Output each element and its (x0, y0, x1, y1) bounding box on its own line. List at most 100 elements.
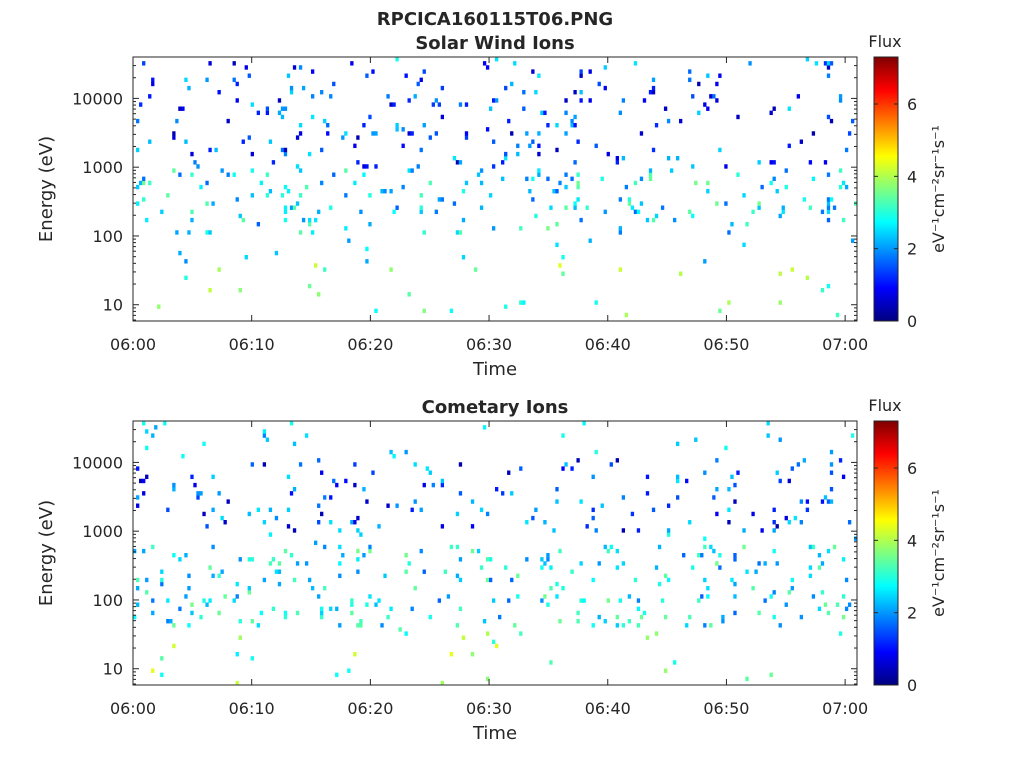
heatmap-cell (247, 586, 251, 591)
heatmap-cell (790, 577, 794, 583)
heatmap-cell (292, 65, 297, 70)
heatmap-cell (615, 160, 619, 165)
heatmap-cell (781, 209, 785, 215)
heatmap-cell (757, 610, 761, 616)
heatmap-cell (211, 201, 215, 206)
heatmap-cell (627, 619, 632, 624)
heatmap-cell (145, 474, 149, 480)
heatmap-cell (304, 433, 309, 438)
heatmap-cell (685, 623, 689, 628)
heatmap-cell (576, 458, 580, 463)
heatmap-cell (332, 172, 336, 177)
heatmap-cell (633, 209, 638, 215)
heatmap-cell (464, 135, 469, 140)
heatmap-cell (724, 164, 728, 169)
heatmap-cell (748, 61, 752, 66)
heatmap-cell (579, 217, 583, 223)
heatmap-cell (151, 610, 155, 616)
heatmap-cell (404, 73, 408, 78)
heatmap-cell (404, 631, 408, 636)
heatmap-cell (555, 594, 559, 599)
heatmap-cell (546, 553, 550, 558)
heatmap-cell (630, 511, 635, 517)
heatmap-cell (709, 94, 713, 99)
heatmap-cell (193, 482, 197, 488)
heatmap-cell (826, 65, 831, 70)
heatmap-cell (546, 602, 550, 607)
heatmap-cell (283, 184, 288, 190)
heatmap-cell (564, 98, 568, 103)
heatmap-cell (289, 421, 294, 426)
heatmap-cell (594, 143, 598, 149)
heatmap-cell (368, 222, 372, 227)
heatmap-cell (301, 217, 306, 223)
heatmap-cell (778, 271, 782, 276)
heatmap-cell (516, 151, 520, 157)
heatmap-cell (283, 217, 288, 223)
heatmap-cell (621, 495, 626, 500)
heatmap-cell (694, 180, 698, 186)
heatmap-cell (395, 205, 399, 210)
heatmap-cell (238, 557, 242, 562)
heatmap-cell (329, 606, 333, 612)
heatmap-cell (482, 619, 487, 624)
heatmap-cell (238, 213, 242, 219)
heatmap-cell (706, 586, 710, 591)
heatmap-cell (298, 230, 303, 235)
heatmap-cell (332, 81, 336, 87)
x-tick-label: 06:00 (110, 335, 156, 354)
heatmap-cell (271, 606, 276, 612)
heatmap-cell (555, 487, 559, 492)
heatmap-cell (727, 507, 731, 513)
heatmap-cell (588, 98, 592, 103)
heatmap-cell (772, 614, 776, 620)
heatmap-cell (488, 106, 493, 111)
heatmap-cell (495, 57, 499, 62)
heatmap-cell (142, 491, 146, 496)
heatmap-cell (546, 226, 550, 231)
heatmap-cell (151, 433, 155, 438)
heatmap-cell (485, 127, 490, 132)
heatmap-cell (841, 180, 846, 186)
heatmap-cell (718, 553, 722, 558)
heatmap-cell (618, 267, 622, 272)
heatmap-cell (543, 520, 547, 525)
heatmap-cell (676, 441, 680, 447)
heatmap-cell (374, 164, 378, 169)
heatmap-cell (757, 201, 761, 206)
heatmap-cell (413, 94, 417, 99)
heatmap-cell (386, 94, 390, 99)
heatmap-cell (615, 623, 619, 628)
heatmap-cell (368, 544, 372, 550)
heatmap-cell (298, 193, 303, 198)
heatmap-cell (525, 557, 529, 562)
heatmap-cell (847, 602, 852, 607)
heatmap-cell (802, 197, 807, 202)
solar-wind-y-ticks: 10 100 1000 10000 (72, 56, 857, 321)
heatmap-cell (479, 507, 484, 513)
heatmap-cell (778, 478, 782, 484)
heatmap-cell (654, 565, 659, 570)
heatmap-cell (564, 131, 568, 136)
heatmap-cell (778, 437, 782, 442)
heatmap-cell (350, 598, 354, 603)
heatmap-cell (413, 586, 417, 591)
heatmap-cell (286, 73, 291, 78)
heatmap-cell (145, 590, 149, 595)
heatmap-cell (440, 197, 445, 202)
heatmap-cell (142, 197, 146, 202)
heatmap-cell (271, 557, 276, 562)
heatmap-cell (636, 598, 641, 603)
heatmap-cell (289, 553, 294, 558)
heatmap-cell (546, 123, 550, 128)
heatmap-cell (838, 94, 843, 99)
heatmap-cell (546, 176, 550, 182)
heatmap-cell (558, 263, 562, 268)
heatmap-cell (534, 90, 538, 95)
heatmap-cell (579, 90, 583, 95)
heatmap-cell (495, 487, 499, 492)
heatmap-cell (136, 586, 140, 591)
heatmap-cell (796, 94, 800, 99)
heatmap-cell (627, 197, 632, 202)
